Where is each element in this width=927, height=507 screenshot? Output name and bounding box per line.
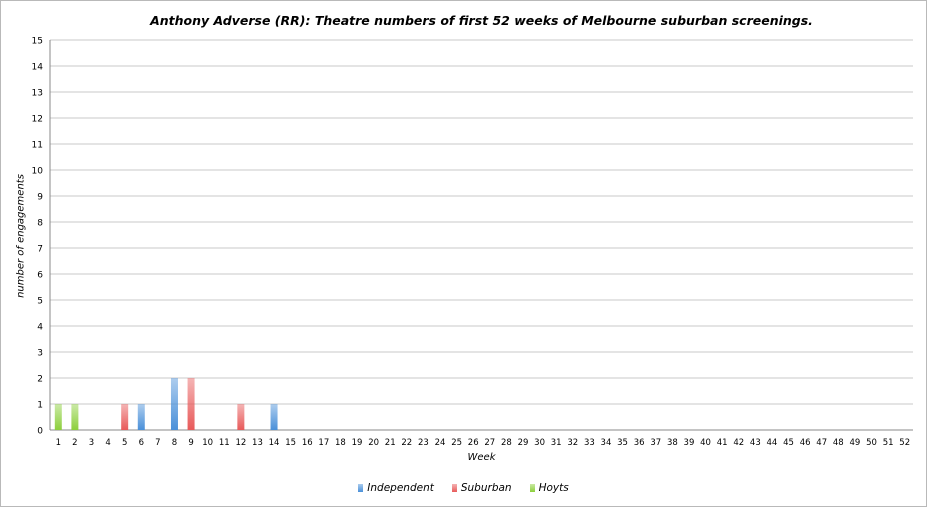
x-tick-label: 3 [89, 438, 94, 448]
x-tick-label: 26 [468, 438, 479, 448]
y-tick-label: 5 [37, 297, 43, 307]
x-tick-label: 25 [451, 438, 462, 448]
x-tick-label: 5 [122, 438, 127, 448]
x-tick-label: 30 [534, 438, 545, 448]
bar-suburban [237, 404, 245, 430]
x-tick-label: 50 [866, 438, 877, 448]
x-tick-label: 52 [899, 438, 910, 448]
x-tick-label: 32 [567, 438, 578, 448]
y-tick-label: 9 [37, 193, 43, 203]
x-tick-label: 37 [650, 438, 661, 448]
x-tick-label: 42 [733, 438, 744, 448]
legend-item: Suburban [451, 482, 512, 494]
x-tick-label: 1 [56, 438, 61, 448]
x-tick-label: 38 [667, 438, 678, 448]
x-tick-label: 10 [202, 438, 213, 448]
x-tick-label: 6 [139, 438, 144, 448]
y-axis-label: number of engagements [15, 174, 27, 298]
x-tick-label: 34 [601, 438, 612, 448]
x-tick-label: 16 [302, 438, 313, 448]
x-tick-label: 28 [501, 438, 512, 448]
x-tick-label: 46 [800, 438, 811, 448]
x-tick-label: 12 [235, 438, 246, 448]
x-tick-label: 27 [484, 438, 495, 448]
y-tick-label: 13 [32, 89, 43, 99]
x-tick-label: 48 [833, 438, 844, 448]
y-tick-label: 14 [32, 63, 44, 73]
y-tick-label: 10 [32, 167, 44, 177]
x-tick-label: 21 [385, 438, 396, 448]
x-tick-label: 35 [617, 438, 628, 448]
legend-label: Independent [367, 482, 434, 494]
x-tick-label: 20 [368, 438, 379, 448]
y-tick-label: 15 [32, 37, 43, 47]
y-tick-label: 6 [37, 271, 43, 281]
chart-title: Anthony Adverse (RR): Theatre numbers of… [150, 13, 813, 28]
bar-suburban [187, 378, 195, 430]
x-tick-label: 44 [767, 438, 778, 448]
x-tick-label: 49 [849, 438, 860, 448]
legend-item: Hoyts [529, 482, 569, 494]
bar-hoyts [54, 404, 62, 430]
x-tick-label: 36 [634, 438, 645, 448]
x-tick-label: 33 [584, 438, 595, 448]
legend-swatch [358, 484, 364, 492]
y-tick-label: 2 [37, 375, 43, 385]
x-tick-label: 8 [172, 438, 177, 448]
x-tick-label: 45 [783, 438, 794, 448]
x-tick-label: 39 [684, 438, 695, 448]
bar-independent [137, 404, 145, 430]
bar-independent [270, 404, 278, 430]
x-tick-label: 40 [700, 438, 711, 448]
x-tick-label: 51 [883, 438, 894, 448]
x-tick-label: 18 [335, 438, 346, 448]
bar-hoyts [71, 404, 79, 430]
bar-independent [170, 378, 178, 430]
y-tick-label: 4 [37, 323, 43, 333]
x-tick-label: 2 [72, 438, 77, 448]
x-tick-label: 43 [750, 438, 761, 448]
x-tick-label: 17 [318, 438, 329, 448]
x-tick-label: 9 [188, 438, 193, 448]
x-tick-label: 31 [551, 438, 562, 448]
legend-swatch [529, 484, 535, 492]
x-tick-label: 11 [219, 438, 230, 448]
x-tick-label: 41 [717, 438, 728, 448]
x-tick-label: 22 [401, 438, 412, 448]
y-tick-label: 8 [37, 219, 43, 229]
legend-label: Suburban [460, 482, 512, 494]
y-tick-label: 11 [32, 141, 43, 151]
y-tick-label: 1 [37, 401, 43, 411]
x-tick-label: 15 [285, 438, 296, 448]
x-tick-label: 4 [105, 438, 110, 448]
legend-swatch [451, 484, 457, 492]
x-tick-label: 24 [435, 438, 446, 448]
x-tick-label: 13 [252, 438, 263, 448]
x-tick-label: 29 [518, 438, 529, 448]
x-tick-label: 19 [352, 438, 363, 448]
y-tick-label: 12 [32, 115, 43, 125]
y-tick-label: 3 [37, 349, 43, 359]
x-tick-label: 7 [155, 438, 160, 448]
x-tick-label: 47 [816, 438, 827, 448]
x-axis-label: Week [467, 452, 496, 463]
legend: Independent Suburban Hoyts [0, 482, 927, 494]
legend-label: Hoyts [538, 482, 569, 494]
x-tick-label: 14 [269, 438, 280, 448]
y-tick-label: 0 [37, 427, 43, 437]
legend-item: Independent [358, 482, 434, 494]
y-tick-label: 7 [37, 245, 43, 255]
x-tick-label: 23 [418, 438, 429, 448]
bar-suburban [121, 404, 129, 430]
